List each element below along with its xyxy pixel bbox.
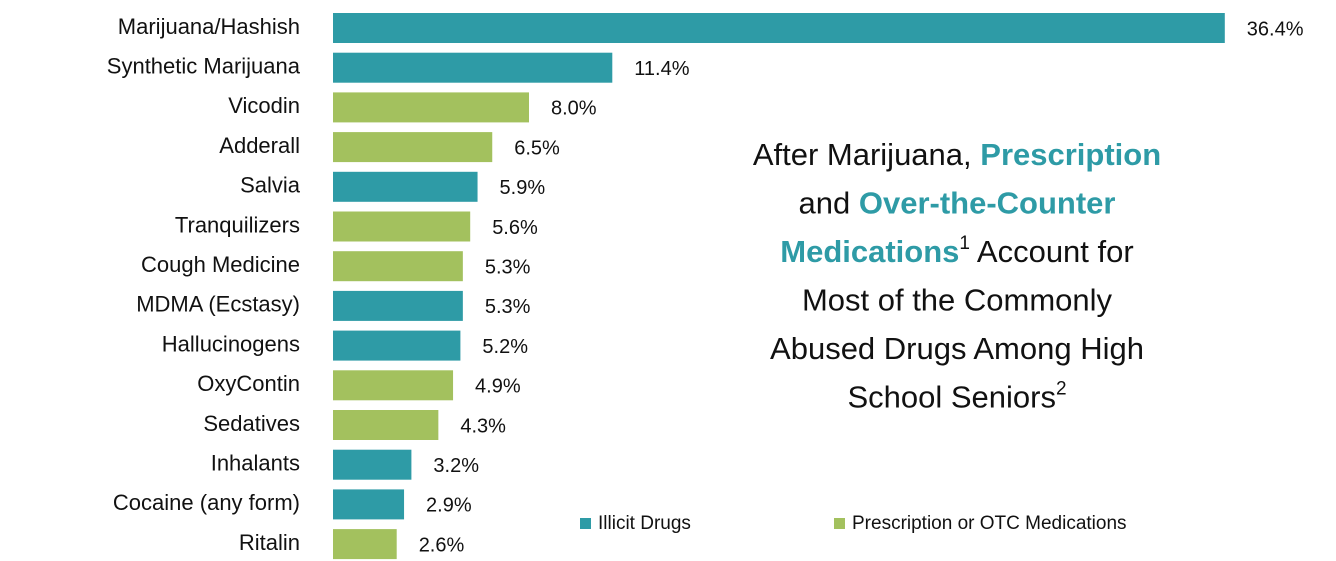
- value-label: 2.9%: [426, 495, 472, 517]
- annotation-line: School Seniors2: [847, 378, 1066, 415]
- annotation-line: Most of the Commonly: [802, 283, 1113, 318]
- annotation-line: Medications1 Account for: [780, 233, 1133, 270]
- category-label: Hallucinogens: [162, 331, 300, 356]
- legend-swatch: [580, 518, 591, 529]
- bar: [333, 211, 471, 242]
- value-label: 8.0%: [551, 98, 597, 120]
- annotation-text: 1: [959, 233, 970, 254]
- value-label: 6.5%: [514, 137, 560, 159]
- category-label: Salvia: [240, 173, 301, 198]
- bar: [333, 171, 478, 202]
- category-label: Inhalants: [211, 451, 300, 476]
- annotation-line: Abused Drugs Among High: [770, 331, 1144, 366]
- value-label: 4.3%: [460, 415, 506, 437]
- category-label: Cocaine (any form): [113, 490, 300, 515]
- annotation-text: School Seniors: [847, 380, 1056, 415]
- bar: [333, 251, 463, 282]
- legend-label: Illicit Drugs: [598, 513, 691, 534]
- bar: [333, 410, 439, 440]
- annotation-text: Over-the-Counter: [859, 186, 1116, 221]
- legend-label: Prescription or OTC Medications: [852, 513, 1127, 534]
- bar: [333, 92, 529, 123]
- category-label: Vicodin: [228, 93, 300, 118]
- annotation-text: After Marijuana,: [753, 137, 980, 172]
- value-label: 5.2%: [482, 336, 528, 358]
- annotation-text: and: [799, 186, 859, 221]
- bar: [333, 529, 397, 560]
- category-label: Synthetic Marijuana: [107, 54, 301, 79]
- bar: [333, 13, 1225, 43]
- legend-swatch: [834, 518, 845, 529]
- value-label: 36.4%: [1247, 18, 1304, 40]
- annotation-text: Account for: [970, 234, 1134, 269]
- annotation-text: Medications: [780, 234, 959, 269]
- bar: [333, 330, 461, 361]
- annotation-text: Most of the Commonly: [802, 283, 1113, 318]
- category-label: Marijuana/Hashish: [118, 14, 300, 39]
- value-label: 5.3%: [485, 296, 531, 318]
- category-label: Sedatives: [203, 411, 300, 436]
- category-label: Tranquilizers: [175, 212, 300, 237]
- annotation-text: 2: [1056, 378, 1067, 399]
- value-label: 11.4%: [634, 58, 689, 80]
- bar: [333, 52, 613, 83]
- category-label: OxyContin: [197, 371, 300, 396]
- bar: [333, 290, 463, 321]
- value-label: 3.2%: [433, 455, 479, 477]
- category-label: Cough Medicine: [141, 252, 300, 277]
- annotation-text: Prescription: [980, 137, 1161, 172]
- value-label: 5.6%: [492, 217, 538, 239]
- annotation-line: and Over-the-Counter: [799, 186, 1116, 221]
- value-label: 5.9%: [500, 177, 546, 199]
- category-label: MDMA (Ecstasy): [136, 292, 300, 317]
- bar: [333, 370, 454, 401]
- bar: [333, 132, 493, 163]
- value-label: 5.3%: [485, 256, 531, 278]
- bar: [333, 449, 412, 480]
- bar: [333, 489, 405, 520]
- value-label: 2.6%: [419, 534, 465, 556]
- value-label: 4.9%: [475, 376, 521, 398]
- annotation-line: After Marijuana, Prescription: [753, 137, 1161, 172]
- category-label: Ritalin: [239, 530, 300, 555]
- annotation-text: Abused Drugs Among High: [770, 331, 1144, 366]
- category-label: Adderall: [219, 133, 300, 158]
